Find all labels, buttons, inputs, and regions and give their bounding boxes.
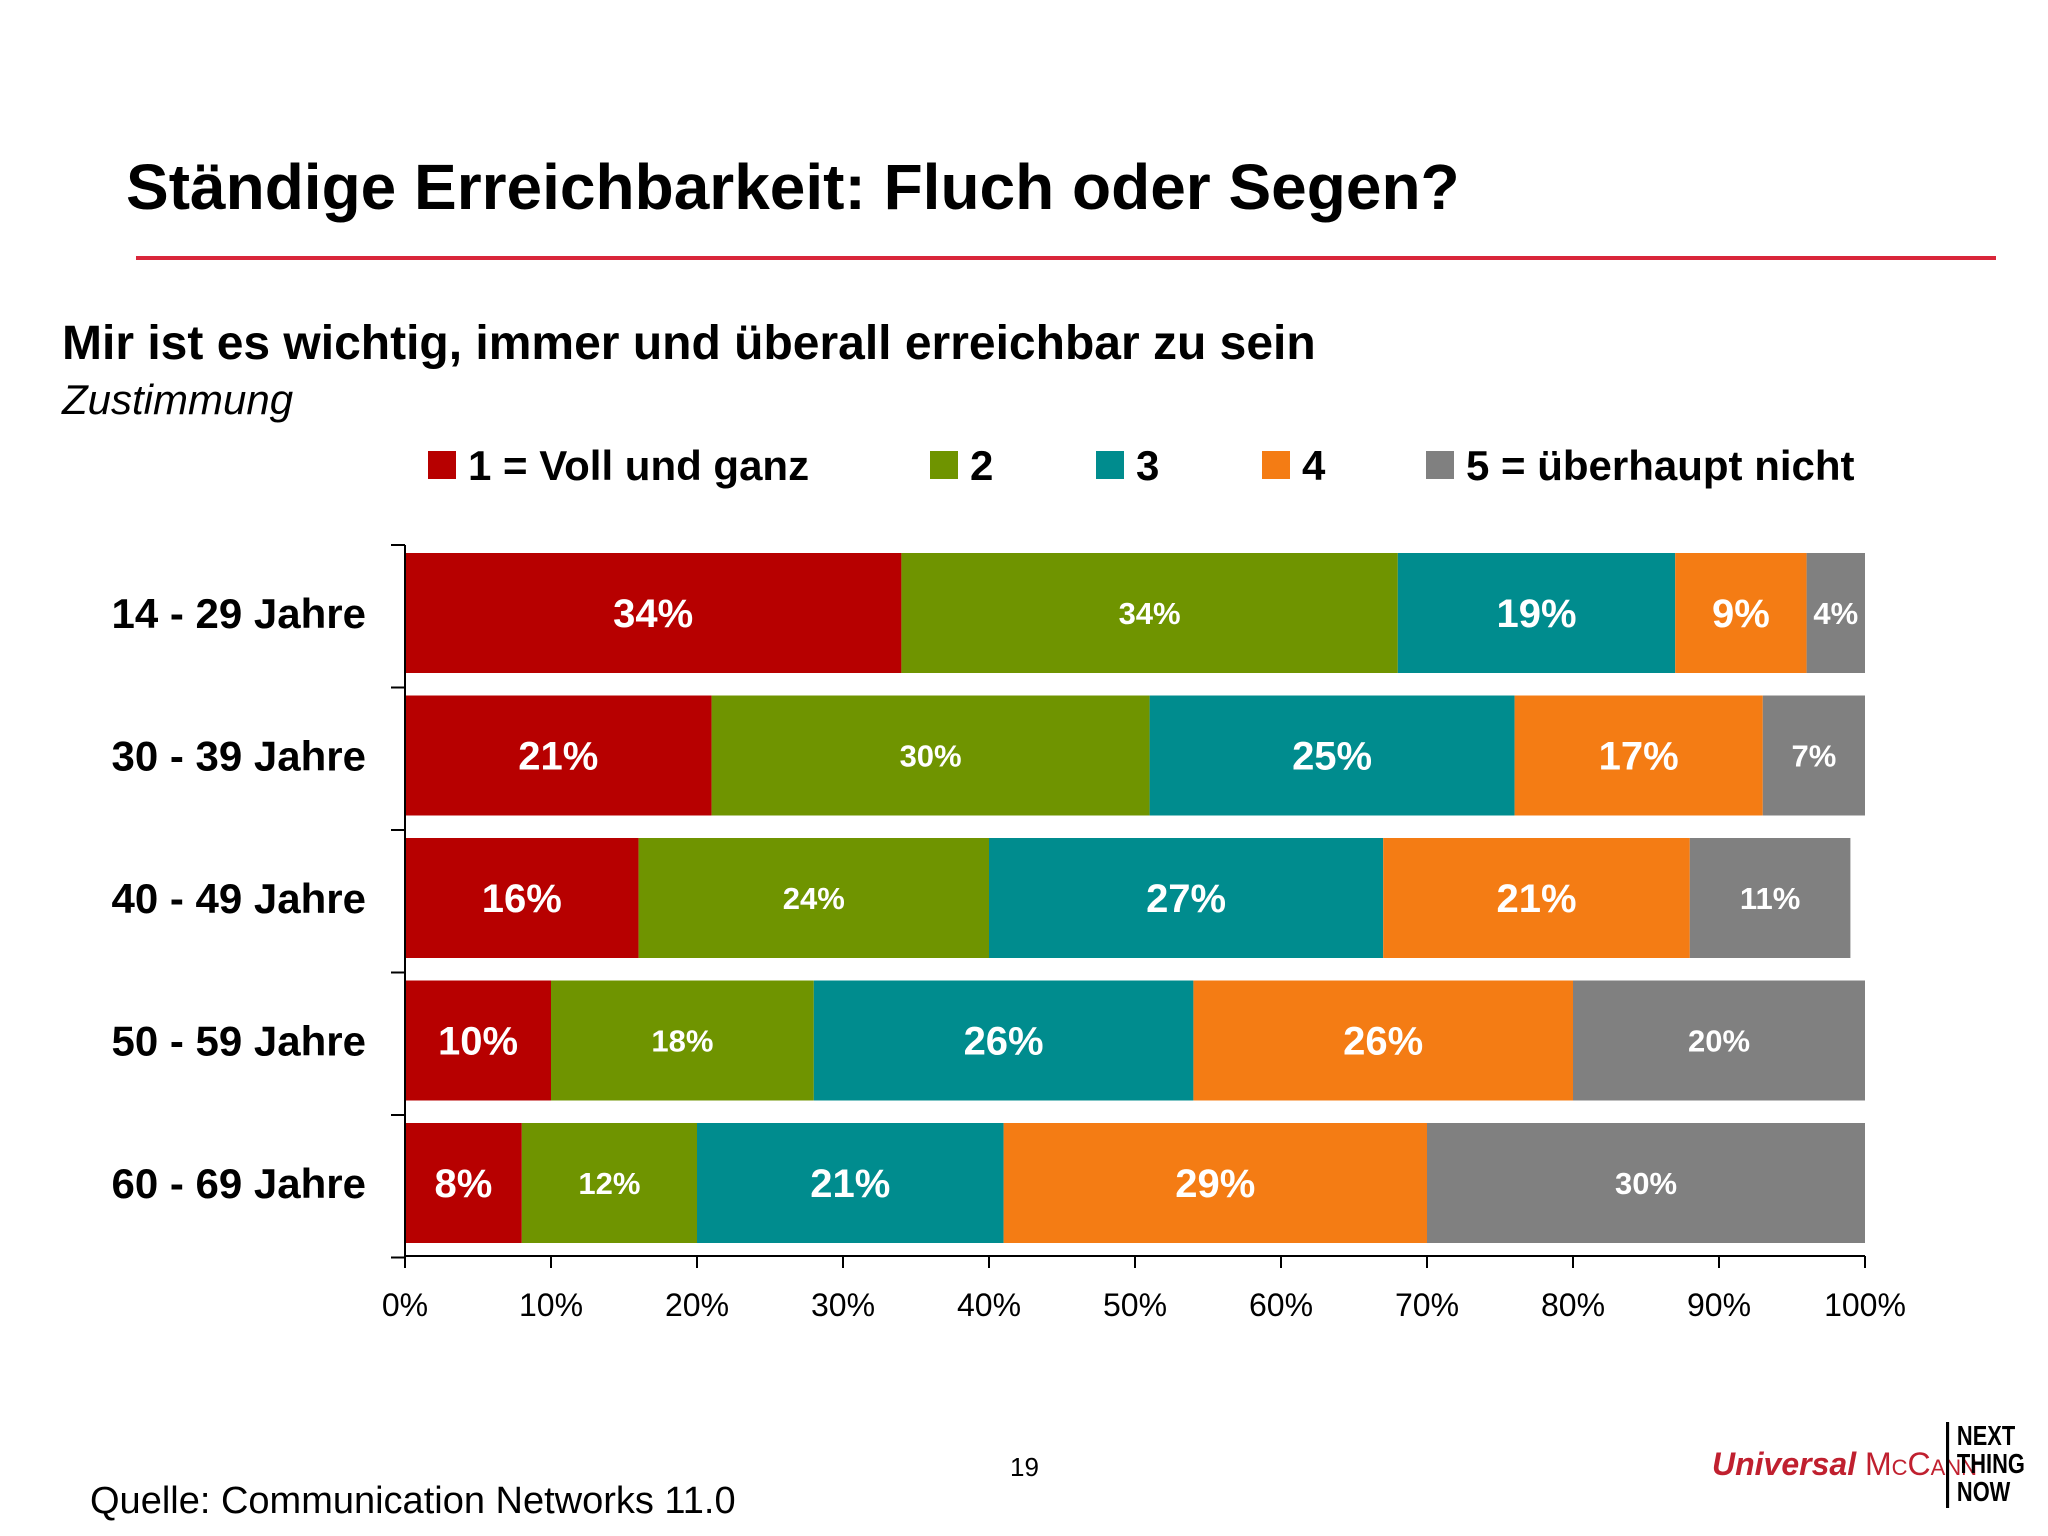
data-label: 19% — [1496, 592, 1576, 636]
bar-segment — [405, 695, 712, 816]
logo-line: NEXT — [1956, 1420, 2016, 1451]
bar-segment — [405, 838, 639, 958]
data-label: 24% — [783, 881, 845, 916]
brand-part-universal: Universal — [1712, 1446, 1857, 1482]
legend-swatch — [1262, 451, 1290, 479]
data-label: 21% — [1496, 877, 1576, 921]
legend-label: 4 — [1302, 442, 1326, 489]
chart-legend: 1 = Voll und ganz 2 3 4 5 = überhaupt nicht — [428, 442, 1855, 489]
category-label: 14 - 29 Jahre — [111, 590, 366, 637]
data-label: 11% — [1740, 881, 1800, 916]
bar-segment — [521, 1123, 697, 1243]
chart-subtitle: Zustimmung — [62, 376, 294, 423]
logo-line: NOW — [1956, 1476, 2011, 1507]
category-label: 30 - 39 Jahre — [111, 733, 366, 780]
category-label: 50 - 59 Jahre — [111, 1018, 366, 1065]
bar-segment — [1193, 980, 1573, 1101]
data-label: 26% — [1343, 1020, 1423, 1064]
bar-segment — [1427, 1123, 1865, 1243]
x-tick-label: 30% — [811, 1287, 875, 1323]
bar-segment — [551, 980, 814, 1101]
legend-label: 3 — [1136, 442, 1159, 489]
data-label: 10% — [438, 1020, 518, 1064]
data-label: 27% — [1146, 877, 1226, 921]
x-tick-label: 20% — [665, 1287, 729, 1323]
legend-label: 5 = überhaupt nicht — [1466, 442, 1855, 489]
bar-segment — [638, 838, 989, 958]
data-label: 12% — [578, 1166, 640, 1201]
legend-label: 1 = Voll und ganz — [468, 442, 809, 489]
bar-segment — [697, 1123, 1004, 1243]
bar-segment — [1514, 695, 1763, 816]
bar-segment — [901, 553, 1398, 673]
data-label: 25% — [1292, 735, 1372, 779]
bar-segment — [1573, 980, 1865, 1101]
data-label: 34% — [613, 592, 693, 636]
data-label: 30% — [1615, 1166, 1677, 1201]
chart-bars: 34% 34% 19% 9% 4% 21% 30% 25% 17% 7% 16% 24% 27% 21% 1… — [405, 553, 1865, 1243]
data-label: 29% — [1175, 1162, 1255, 1206]
legend-swatch — [428, 451, 456, 479]
x-tick-label: 70% — [1395, 1287, 1459, 1323]
chart-axes: 14 - 29 Jahre 30 - 39 Jahre 40 - 49 Jahre 5… — [111, 544, 1906, 1323]
data-label: 21% — [810, 1162, 890, 1206]
data-label: 9% — [1712, 592, 1770, 636]
slide-title: Ständige Erreichbarkeit: Fluch oder Sege… — [126, 151, 1460, 223]
bar-segment — [1383, 838, 1690, 958]
data-label: 7% — [1791, 739, 1836, 774]
source-note: Quelle: Communication Networks 11.0 — [90, 1480, 736, 1522]
bar-segment — [989, 838, 1384, 958]
page-number: 19 — [1010, 1452, 1039, 1482]
x-tick-label: 0% — [382, 1287, 428, 1323]
chart-title: Mir ist es wichtig, immer und überall er… — [62, 317, 1316, 370]
bar-segment — [1806, 553, 1865, 673]
data-label: 34% — [1119, 596, 1181, 631]
brand-part-mccann: McCann — [1864, 1446, 1978, 1482]
x-tick-label: 90% — [1687, 1287, 1751, 1323]
data-label: 16% — [482, 877, 562, 921]
x-tick-label: 60% — [1249, 1287, 1313, 1323]
category-label: 40 - 49 Jahre — [111, 875, 366, 922]
x-tick-label: 80% — [1541, 1287, 1605, 1323]
data-label: 30% — [900, 739, 962, 774]
data-label: 18% — [651, 1024, 713, 1059]
bar-segment — [405, 980, 551, 1101]
bar-segment — [1689, 838, 1851, 958]
x-tick-label: 10% — [519, 1287, 583, 1323]
legend-swatch — [1096, 451, 1124, 479]
data-label: 26% — [964, 1020, 1044, 1064]
x-tick-label: 100% — [1824, 1287, 1906, 1323]
logo-line: THING — [1956, 1448, 2025, 1479]
bar-segment — [813, 980, 1194, 1101]
bar-segment — [711, 695, 1150, 816]
data-label: 8% — [434, 1162, 492, 1206]
data-label: 20% — [1688, 1024, 1750, 1059]
x-tick-label: 50% — [1103, 1287, 1167, 1323]
bar-segment — [405, 1123, 522, 1243]
brand-name: Universal McCann — [1712, 1446, 1977, 1483]
category-label: 60 - 69 Jahre — [111, 1160, 366, 1207]
title-rule — [136, 256, 1996, 260]
bar-segment — [405, 553, 902, 673]
next-thing-now-logo: NEXT THING NOW — [1946, 1422, 2025, 1508]
data-label: 4% — [1813, 596, 1858, 631]
legend-swatch — [930, 451, 958, 479]
legend-swatch — [1426, 451, 1454, 479]
data-label: 17% — [1599, 735, 1679, 779]
data-label: 21% — [518, 735, 598, 779]
x-tick-label: 40% — [957, 1287, 1021, 1323]
bar-segment — [1397, 553, 1676, 673]
bar-segment — [1675, 553, 1807, 673]
bar-segment — [1149, 695, 1515, 816]
bar-segment — [1003, 1123, 1427, 1243]
legend-label: 2 — [970, 442, 993, 489]
bar-segment — [1762, 695, 1865, 816]
